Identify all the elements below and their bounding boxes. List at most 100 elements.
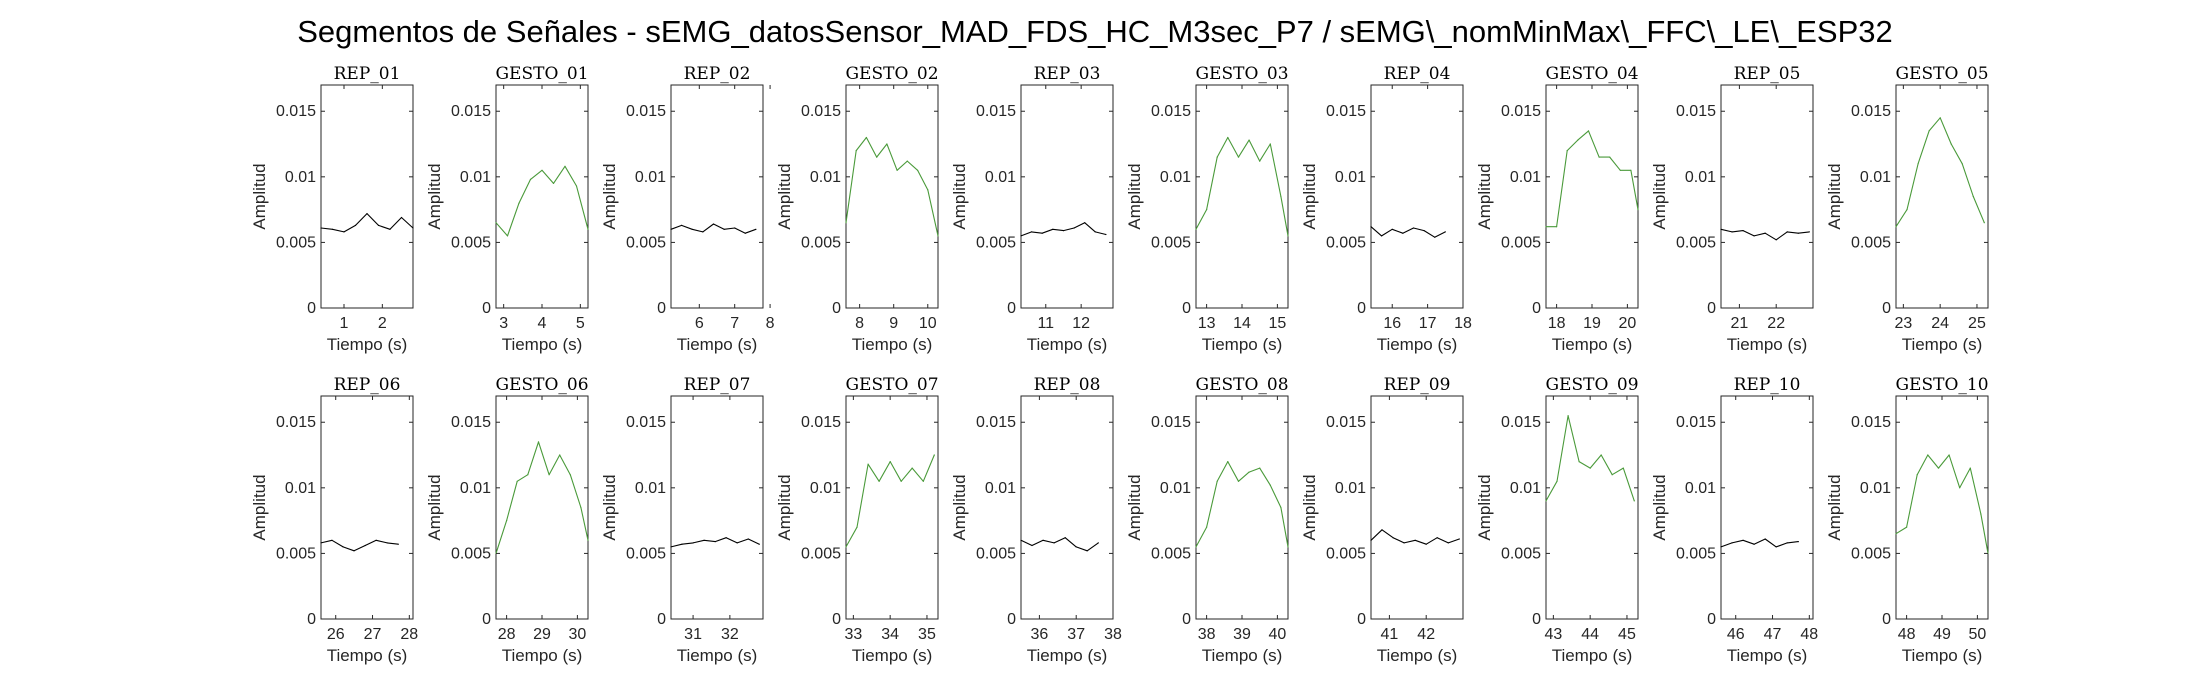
- signal-point: [1381, 235, 1383, 237]
- subplot: 0 0.005 0.01 0.015 26 27 28 REP_06 Tiempo (s) Amp…: [250, 375, 418, 665]
- x-tick-label: 12: [1072, 315, 1090, 332]
- x-axis-label: Tiempo (s): [327, 335, 408, 354]
- signal-point: [587, 539, 589, 541]
- x-tick-label: 23: [1894, 315, 1912, 332]
- x-tick-label: 45: [1618, 626, 1636, 643]
- plot-area: [1195, 395, 1289, 620]
- x-tick-label: 46: [1727, 626, 1745, 643]
- y-axis-label: Amplitud: [1125, 474, 1144, 540]
- y-tick-label: 0.015: [451, 414, 491, 431]
- x-tick-label: 40: [1268, 626, 1286, 643]
- signal-point: [1031, 544, 1033, 547]
- y-axis-label: Amplitud: [1650, 163, 1669, 229]
- signal-point: [747, 538, 749, 540]
- signal-point: [712, 223, 715, 225]
- signal-point: [1269, 484, 1271, 486]
- y-tick-label: 0.01: [285, 480, 316, 497]
- y-tick-label: 0.015: [976, 414, 1016, 431]
- signal-line: [320, 539, 399, 552]
- subplot-title: GESTO_03: [1195, 64, 1288, 84]
- plot-area: [320, 395, 414, 620]
- y-tick-label: 0.015: [1676, 103, 1716, 120]
- x-tick-label: 20: [1618, 315, 1636, 332]
- signal-point: [1731, 542, 1733, 544]
- subplot-title: REP_03: [1034, 64, 1101, 84]
- x-tick-label: 21: [1731, 315, 1749, 332]
- plot-area: [495, 395, 589, 620]
- subplot: 0 0.005 0.01 0.015 16 17 18 REP_04 Tiempo (s) Amp…: [1300, 64, 1472, 354]
- signal-point: [1786, 542, 1788, 544]
- x-tick-label: 29: [533, 626, 551, 643]
- subplot-title: GESTO_05: [1895, 64, 1988, 84]
- signal-point: [1206, 526, 1208, 528]
- x-tick-label: 18: [1454, 315, 1472, 332]
- signal-point: [1216, 156, 1218, 158]
- signal-point: [1381, 529, 1383, 531]
- signal-point: [1248, 139, 1250, 141]
- signal-point: [1227, 136, 1229, 139]
- signal-point: [1916, 474, 1918, 476]
- signal-point: [1630, 169, 1632, 171]
- x-axis-label: Tiempo (s): [502, 646, 583, 665]
- y-axis-label: Amplitud: [1300, 163, 1319, 229]
- signal-point: [867, 463, 869, 465]
- signal-point: [865, 136, 868, 139]
- y-tick-label: 0.015: [1676, 414, 1716, 431]
- subplot: 0 0.005 0.01 0.015 46 47 48 REP_10 Tiempo (s) Amp…: [1650, 375, 1818, 665]
- subplot-title: REP_08: [1034, 375, 1101, 395]
- signal-point: [580, 506, 582, 509]
- signal-point: [1064, 537, 1066, 539]
- x-axis-label: Tiempo (s): [327, 646, 408, 665]
- y-tick-label: 0.015: [451, 103, 491, 120]
- plot-area: [495, 84, 589, 309]
- signal-line: [1020, 537, 1099, 552]
- y-tick-label: 0: [657, 611, 666, 628]
- signal-point: [1447, 542, 1449, 544]
- signal-point: [1444, 231, 1446, 233]
- subplot: 0 0.005 0.01 0.015 8 9 10 GESTO_02 Tiempo (s) Amp…: [775, 64, 939, 354]
- y-tick-label: 0.01: [985, 169, 1016, 186]
- y-tick-label: 0.005: [1676, 234, 1716, 251]
- y-tick-label: 0: [1357, 611, 1366, 628]
- signal-point: [1031, 231, 1033, 233]
- signal-point: [541, 169, 543, 171]
- x-tick-label: 38: [1104, 626, 1122, 643]
- y-tick-label: 0.005: [1501, 234, 1541, 251]
- signal-point: [331, 228, 334, 230]
- signal-point: [1391, 228, 1393, 230]
- y-tick-label: 0.005: [1151, 234, 1191, 251]
- signal-point: [1937, 467, 1940, 469]
- signal-point: [681, 224, 683, 226]
- y-tick-label: 0.005: [626, 234, 666, 251]
- signal-point: [1797, 232, 1799, 234]
- signal-point: [1589, 467, 1591, 469]
- y-tick-label: 0.005: [1676, 545, 1716, 562]
- subplot: 0 0.005 0.01 0.015 11 12 REP_03 Tiempo (s) Ampli…: [950, 64, 1114, 354]
- x-tick-label: 31: [684, 626, 702, 643]
- signal-point: [1269, 143, 1271, 145]
- signal-point: [397, 543, 399, 545]
- subplot: 0 0.005 0.01 0.015 23 24 25 GESTO_05 Tiempo (s) A…: [1825, 64, 1989, 354]
- plot-area: [1195, 84, 1289, 309]
- x-tick-label: 16: [1383, 315, 1401, 332]
- x-axis-label: Tiempo (s): [1552, 335, 1633, 354]
- x-axis-label: Tiempo (s): [1727, 335, 1808, 354]
- signal-point: [1084, 222, 1086, 224]
- signal-point: [889, 461, 891, 463]
- signal-point: [1259, 467, 1261, 469]
- signal-point: [1619, 169, 1621, 171]
- signal-point: [736, 542, 738, 544]
- x-axis-label: Tiempo (s): [1552, 646, 1633, 665]
- signal-point: [1042, 539, 1044, 541]
- signal-point: [670, 546, 672, 548]
- x-tick-label: 41: [1381, 626, 1399, 643]
- signal-point: [1786, 231, 1788, 233]
- subplot-title: REP_02: [684, 64, 751, 84]
- signal-point: [1403, 542, 1405, 544]
- signal-point: [1622, 467, 1624, 469]
- y-axis-label: Amplitud: [1300, 474, 1319, 540]
- signal-point: [552, 182, 555, 184]
- signal-line: [1370, 226, 1446, 238]
- signal-point: [1895, 226, 1897, 228]
